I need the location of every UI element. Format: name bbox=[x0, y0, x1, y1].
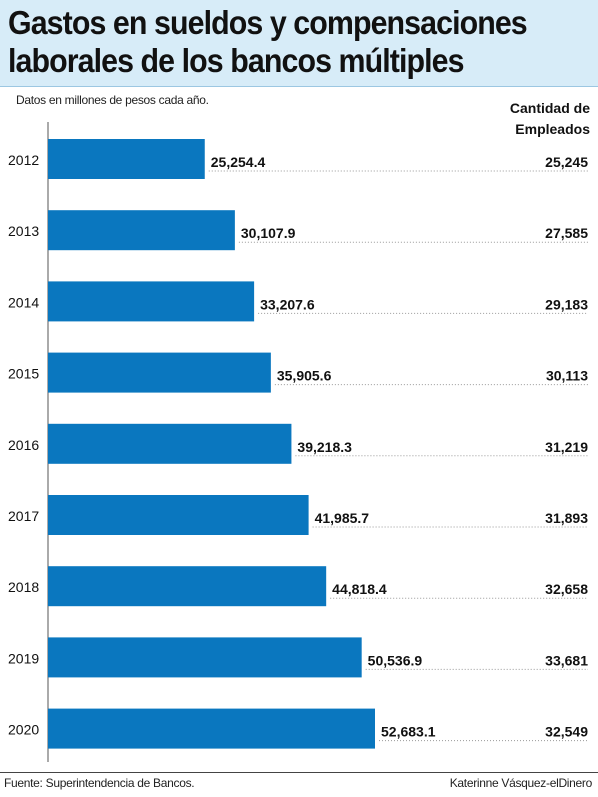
year-label-2018: 2018 bbox=[8, 579, 39, 595]
value-label-2014: 33,207.6 bbox=[260, 296, 315, 312]
employees-label-2019: 33,681 bbox=[545, 652, 588, 668]
value-label-2020: 52,683.1 bbox=[381, 724, 436, 740]
employees-label-2017: 31,893 bbox=[545, 510, 588, 526]
value-label-2015: 35,905.6 bbox=[277, 368, 332, 384]
year-label-2015: 2015 bbox=[8, 366, 39, 382]
employees-label-2013: 27,585 bbox=[545, 225, 588, 241]
employees-label-2020: 32,549 bbox=[545, 724, 588, 740]
value-label-2019: 50,536.9 bbox=[368, 652, 423, 668]
employees-label-2012: 25,245 bbox=[545, 154, 588, 170]
employees-label-2016: 31,219 bbox=[545, 439, 588, 455]
employees-label-2018: 32,658 bbox=[545, 581, 588, 597]
year-label-2016: 2016 bbox=[8, 437, 39, 453]
employees-label-2014: 29,183 bbox=[545, 296, 588, 312]
value-label-2018: 44,818.4 bbox=[332, 581, 387, 597]
title-box: Gastos en sueldos y compensaciones labor… bbox=[0, 0, 598, 87]
bar-2017 bbox=[48, 495, 309, 535]
employees-header-line1: Cantidad de bbox=[509, 100, 590, 116]
bar-2018 bbox=[48, 566, 327, 607]
footer-divider bbox=[0, 772, 598, 773]
employees-label-2015: 30,113 bbox=[546, 368, 588, 384]
bars-layer: 2012 25,254.4 25,245 2013 30,107.9 27,585 2014… bbox=[8, 139, 588, 749]
employees-column-header: Cantidad de Empleados bbox=[510, 98, 590, 140]
chart-title-line1: Gastos en sueldos y compensaciones bbox=[8, 4, 528, 41]
author-credit: Katerinne Vásquez-elDinero bbox=[449, 776, 593, 790]
value-label-2012: 25,254.4 bbox=[211, 154, 266, 170]
employees-header-line2: Empleados bbox=[515, 121, 590, 137]
value-label-2016: 39,218.3 bbox=[297, 439, 352, 455]
year-label-2014: 2014 bbox=[8, 294, 39, 310]
value-label-2017: 41,985.7 bbox=[315, 510, 370, 526]
year-label-2020: 2020 bbox=[8, 722, 39, 738]
bar-2012 bbox=[48, 139, 205, 179]
value-label-2013: 30,107.9 bbox=[241, 225, 296, 241]
chart-title-line2: laborales de los bancos múltiples bbox=[8, 42, 464, 79]
bar-2019 bbox=[48, 637, 362, 678]
year-label-2013: 2013 bbox=[8, 223, 39, 239]
bar-2020 bbox=[48, 708, 375, 749]
bar-2015 bbox=[48, 352, 271, 393]
year-label-2017: 2017 bbox=[8, 508, 39, 524]
source-note: Fuente: Superintendencia de Bancos. bbox=[4, 776, 195, 790]
year-label-2019: 2019 bbox=[8, 650, 39, 666]
bar-2013 bbox=[48, 210, 235, 251]
bar-2014 bbox=[48, 281, 255, 322]
year-label-2012: 2012 bbox=[8, 152, 39, 168]
bar-2016 bbox=[48, 423, 292, 464]
chart-subtitle: Datos en millones de pesos cada año. bbox=[16, 93, 209, 107]
